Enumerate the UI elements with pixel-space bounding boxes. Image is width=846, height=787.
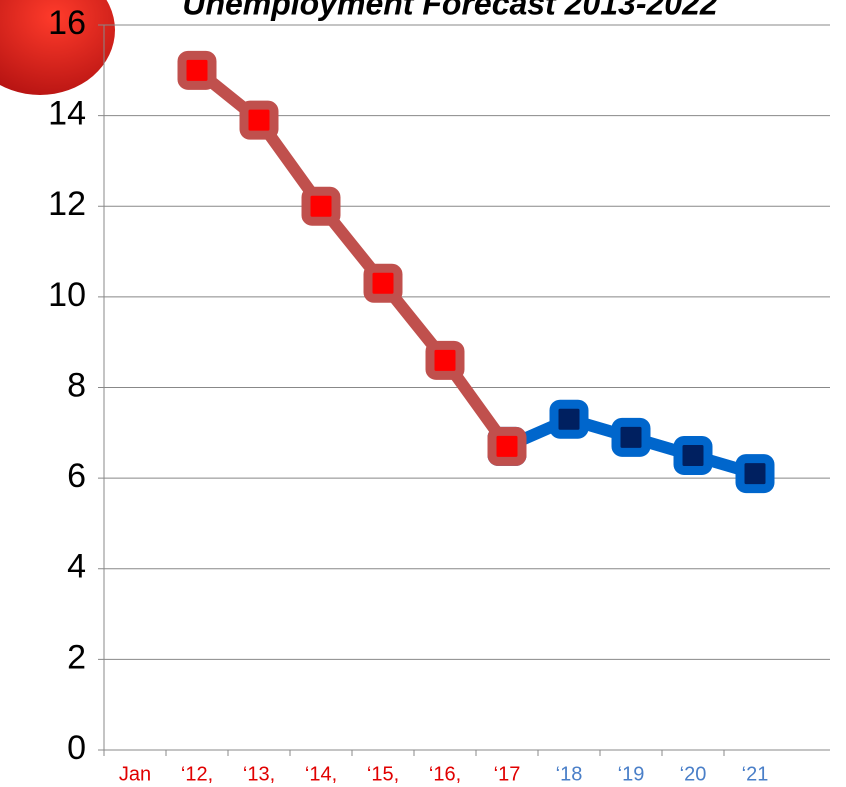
x-tick-label: ‘12,: [181, 763, 213, 785]
data-marker: [735, 454, 775, 494]
x-tick-label: ‘17: [494, 763, 521, 785]
y-tick-label: 6: [67, 457, 86, 495]
y-tick-label: 2: [67, 638, 86, 676]
data-marker: [239, 100, 279, 140]
x-tick-label: Jan: [119, 763, 151, 785]
data-marker: [549, 399, 589, 439]
x-tick-label: ‘19: [618, 763, 645, 785]
data-marker: [611, 417, 651, 457]
chart-title: Unemployment Forecast 2013-2022: [182, 0, 718, 21]
x-tick-label: ‘18: [556, 763, 583, 785]
y-tick-label: 4: [67, 548, 86, 586]
data-marker: [487, 426, 527, 466]
data-marker: [363, 263, 403, 303]
x-tick-label: ‘13,: [243, 763, 275, 785]
x-tick-label: ‘21: [742, 763, 769, 785]
y-tick-label: 16: [48, 4, 86, 42]
x-tick-label: ‘14,: [305, 763, 337, 785]
y-tick-label: 14: [48, 95, 86, 133]
y-tick-label: 0: [67, 729, 86, 767]
x-tick-label: ‘15,: [367, 763, 399, 785]
data-marker: [177, 50, 217, 90]
data-marker: [301, 186, 341, 226]
decoration: [0, 0, 115, 95]
x-tick-label: ‘20: [680, 763, 707, 785]
data-marker: [425, 340, 465, 380]
y-tick-label: 12: [48, 185, 86, 223]
x-tick-label: ‘16,: [429, 763, 461, 785]
y-tick-label: 10: [48, 276, 86, 314]
data-marker: [673, 435, 713, 475]
y-tick-label: 8: [67, 366, 86, 404]
